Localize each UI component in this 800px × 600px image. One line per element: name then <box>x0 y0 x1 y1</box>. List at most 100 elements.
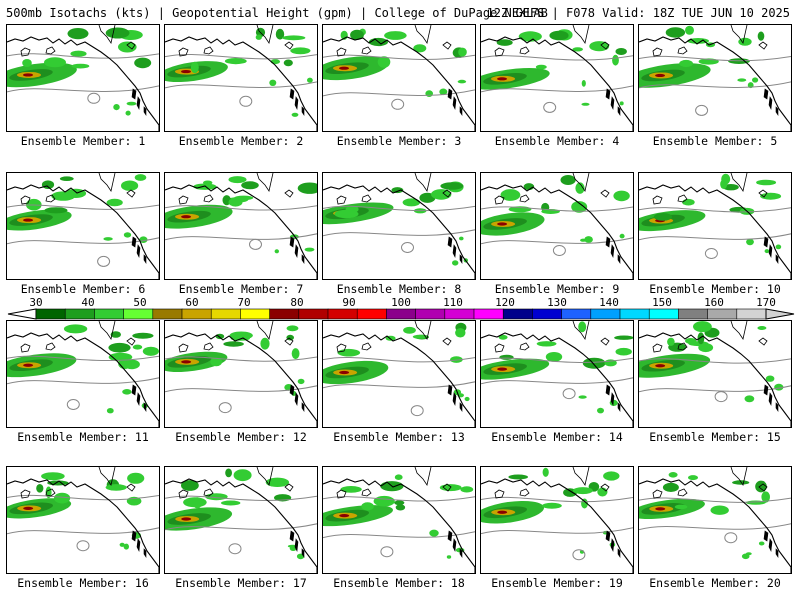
ensemble-panel-3[interactable]: Ensemble Member: 3 <box>322 24 480 154</box>
ensemble-panel-16[interactable]: Ensemble Member: 16 <box>6 466 164 596</box>
height-contours <box>323 205 475 253</box>
jet-streak <box>481 358 550 380</box>
map-canvas <box>481 467 633 573</box>
ensemble-panel-17[interactable]: Ensemble Member: 17 <box>164 466 322 596</box>
ensemble-panel-5[interactable]: Ensemble Member: 5 <box>638 24 796 154</box>
member-map <box>322 320 476 428</box>
jet-streak <box>639 63 711 88</box>
isotach-blobs <box>496 29 627 106</box>
isotach-colorbar: 30 40 50 60 70 80 90 100 110 120 130 140… <box>6 296 796 326</box>
jet-streak <box>481 212 545 236</box>
member-map <box>6 320 160 428</box>
map-canvas <box>7 321 159 427</box>
ensemble-panel-19[interactable]: Ensemble Member: 19 <box>480 466 638 596</box>
map-canvas <box>639 321 791 427</box>
member-map <box>6 466 160 574</box>
isotach-blobs <box>662 472 770 560</box>
colorbar-tick-label: 110 <box>443 296 463 309</box>
ensemble-panel-4[interactable]: Ensemble Member: 4 <box>480 24 638 154</box>
jet-streak <box>323 360 389 385</box>
map-canvas <box>481 321 633 427</box>
map-canvas <box>7 173 159 279</box>
coastlines <box>165 173 317 279</box>
height-contours <box>323 496 475 558</box>
jet-streak <box>323 505 393 527</box>
member-caption: Ensemble Member: 19 <box>491 576 623 590</box>
isotach-blobs <box>340 474 474 559</box>
colorbar-swatch <box>327 308 358 320</box>
member-caption: Ensemble Member: 5 <box>652 134 778 148</box>
map-canvas <box>323 321 475 427</box>
colorbar-tick-label: 170 <box>756 296 776 309</box>
ensemble-panel-7[interactable]: Ensemble Member: 7 <box>164 172 322 302</box>
colorbar-tick-label: 80 <box>290 296 304 309</box>
jet-streak <box>323 202 394 225</box>
jet-streak <box>165 204 233 229</box>
ensemble-panel-10[interactable]: Ensemble Member: 10 <box>638 172 796 302</box>
ensemble-panel-6[interactable]: Ensemble Member: 6 <box>6 172 164 302</box>
member-caption: Ensemble Member: 9 <box>494 282 620 296</box>
height-contours <box>323 54 475 110</box>
colorbar-tick-label: 150 <box>652 296 672 309</box>
jet-streak <box>7 209 72 231</box>
colorbar-arrow-right <box>765 308 795 320</box>
colorbar-swatch <box>590 308 621 320</box>
member-caption: Ensemble Member: 2 <box>178 134 304 148</box>
colorbar-swatch <box>473 308 504 320</box>
ensemble-panel-11[interactable]: Ensemble Member: 11 <box>6 320 164 450</box>
ensemble-panel-18[interactable]: Ensemble Member: 18 <box>322 466 480 596</box>
coastlines <box>639 25 791 131</box>
ensemble-panel-8[interactable]: Ensemble Member: 8 <box>322 172 480 302</box>
isotach-blobs <box>22 27 152 116</box>
map-canvas <box>165 321 317 427</box>
ensemble-panel-9[interactable]: Ensemble Member: 9 <box>480 172 638 302</box>
ensemble-panel-2[interactable]: Ensemble Member: 2 <box>164 24 322 154</box>
coastlines <box>639 467 791 573</box>
map-canvas <box>323 173 475 279</box>
isotach-blobs <box>653 173 782 254</box>
member-caption: Ensemble Member: 14 <box>491 430 623 444</box>
colorbar-swatch <box>181 308 212 320</box>
run-info: 12Z GEFS | F078 Valid: 18Z TUE JUN 10 20… <box>486 6 790 20</box>
ensemble-panel-14[interactable]: Ensemble Member: 14 <box>480 320 638 450</box>
colorbar-swatch <box>415 308 446 320</box>
ensemble-panel-13[interactable]: Ensemble Member: 13 <box>322 320 480 450</box>
map-canvas <box>165 173 317 279</box>
height-contours <box>639 497 791 544</box>
ensemble-panel-1[interactable]: Ensemble Member: 1 <box>6 24 164 154</box>
member-map <box>164 24 318 132</box>
colorbar-swatch <box>532 308 563 320</box>
map-canvas <box>165 467 317 573</box>
ensemble-row-1: Ensemble Member: 1 Ensemble Member: 2 En… <box>6 24 796 154</box>
member-map <box>638 466 792 574</box>
member-map <box>164 320 318 428</box>
jet-streak <box>165 507 233 531</box>
coastlines <box>165 467 317 573</box>
isotach-blobs <box>334 181 468 266</box>
height-contours <box>165 495 317 555</box>
map-canvas <box>7 467 159 573</box>
jet-streak <box>323 56 389 81</box>
ensemble-panel-15[interactable]: Ensemble Member: 15 <box>638 320 796 450</box>
colorbar-swatch <box>240 308 271 320</box>
ensemble-row-2: Ensemble Member: 6 Ensemble Member: 7 En… <box>6 172 796 302</box>
coastlines <box>7 25 159 131</box>
page-title: 500mb Isotachs (kts) | Geopotential Heig… <box>6 6 548 20</box>
coastlines <box>639 173 791 279</box>
member-map <box>6 172 160 280</box>
colorbar-swatch <box>269 308 300 320</box>
member-map <box>480 24 634 132</box>
colorbar-swatch <box>707 308 738 320</box>
isotach-blobs <box>340 28 467 97</box>
colorbar-tick-label: 30 <box>29 296 43 309</box>
header-bar: 500mb Isotachs (kts) | Geopotential Heig… <box>6 5 796 21</box>
member-caption: Ensemble Member: 6 <box>20 282 146 296</box>
member-map <box>480 466 634 574</box>
ensemble-panel-20[interactable]: Ensemble Member: 20 <box>638 466 796 596</box>
isotach-blobs <box>498 321 633 414</box>
member-caption: Ensemble Member: 11 <box>17 430 149 444</box>
colorbar-tick-label: 70 <box>237 296 251 309</box>
member-caption: Ensemble Member: 8 <box>336 282 462 296</box>
jet-streak <box>165 351 228 373</box>
ensemble-panel-12[interactable]: Ensemble Member: 12 <box>164 320 322 450</box>
